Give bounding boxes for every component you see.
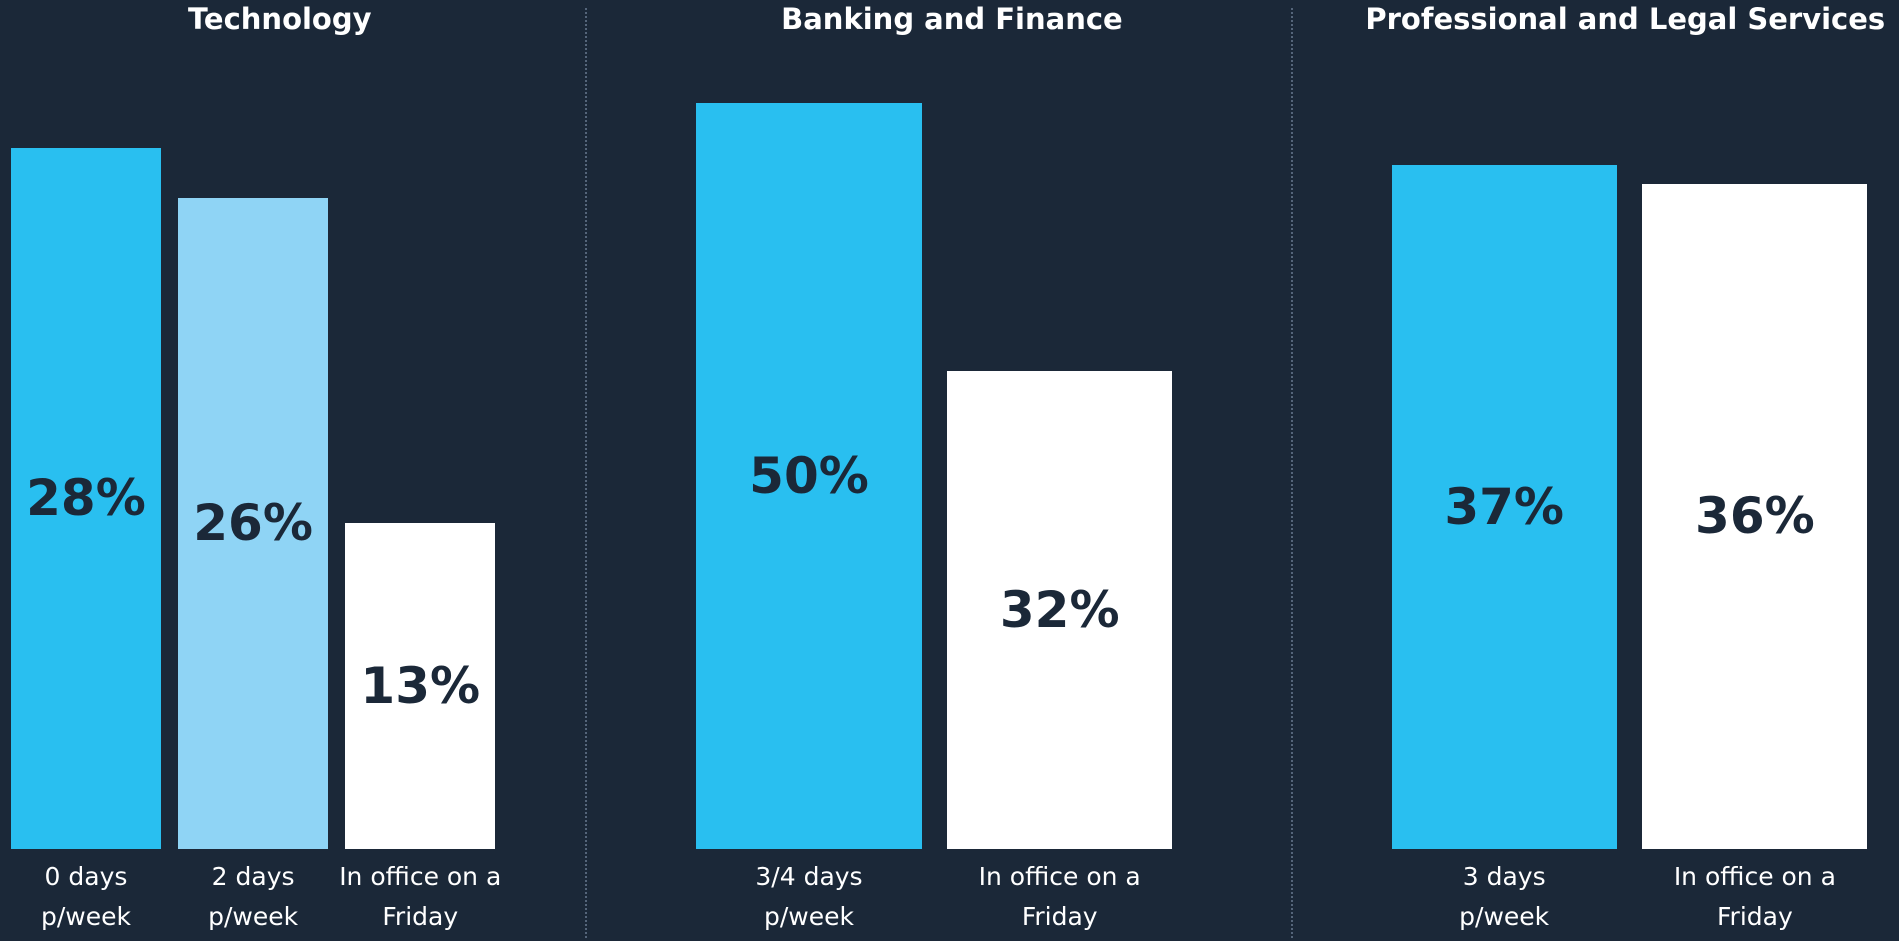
category-label: 3/4 days p/week — [755, 862, 863, 932]
bar — [696, 102, 922, 849]
bar — [947, 371, 1173, 849]
bar — [178, 197, 329, 849]
category-label: In office on a Friday — [1673, 862, 1836, 932]
panel-title: Professional and Legal Services — [1365, 2, 1886, 37]
value-label: 28% — [26, 469, 146, 528]
value-label: 36% — [1695, 487, 1815, 546]
value-label: 13% — [360, 657, 481, 716]
category-label: 3 days p/week — [1459, 862, 1550, 932]
bar — [1642, 183, 1868, 849]
panel-title: Banking and Finance — [781, 2, 1123, 37]
panel-title: Technology — [187, 2, 372, 37]
divider — [1291, 8, 1293, 938]
bar — [345, 523, 496, 849]
category-label: In office on a Friday — [339, 862, 502, 932]
category-label: 2 days p/week — [208, 862, 299, 932]
category-label: 0 days p/week — [40, 862, 131, 932]
divider — [585, 8, 587, 938]
category-label: In office on a Friday — [978, 862, 1141, 932]
value-label: 32% — [999, 581, 1120, 640]
value-label: 50% — [749, 446, 869, 505]
value-label: 37% — [1444, 478, 1565, 537]
bar — [10, 147, 162, 849]
value-label: 26% — [193, 494, 313, 553]
bar — [1391, 165, 1617, 849]
